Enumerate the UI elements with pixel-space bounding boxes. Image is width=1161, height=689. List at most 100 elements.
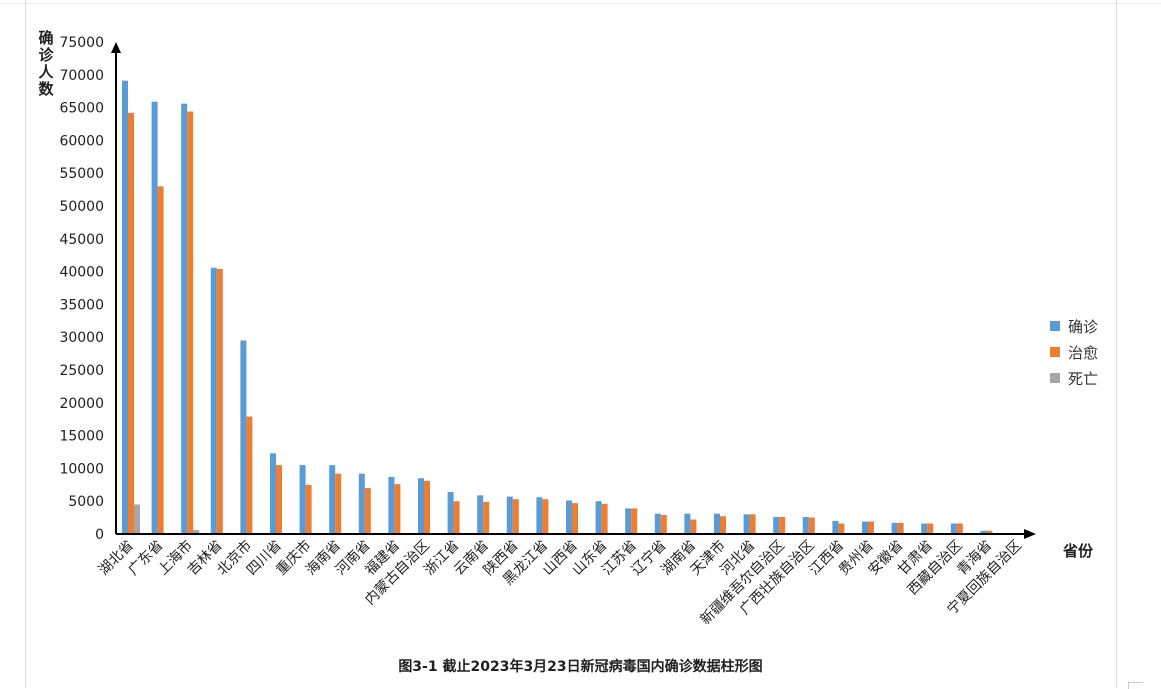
bar-0-26	[891, 522, 898, 534]
bar-1-19	[690, 519, 697, 534]
y-tick-label: 0	[95, 527, 104, 543]
bar-1-21	[749, 514, 756, 534]
legend-item-death: 死亡	[1050, 365, 1098, 391]
x-category-layer: 湖北省广东省上海市吉林省北京市四川省重庆市海南省河南省福建省内蒙古自治区浙江省云…	[96, 537, 1025, 628]
bar-0-19	[684, 513, 691, 534]
bar-1-2	[187, 111, 194, 534]
bar-2-0	[134, 504, 140, 534]
y-tick-label: 5000	[68, 494, 104, 510]
bar-0-10	[418, 478, 424, 534]
bar-0-6	[299, 465, 306, 534]
legend-label-confirmed: 确诊	[1068, 317, 1099, 336]
bar-1-22	[779, 516, 786, 534]
page-corner-mark	[1128, 682, 1143, 689]
bar-0-17	[625, 508, 632, 534]
bar-1-6	[305, 484, 312, 534]
y-tick-label: 15000	[59, 429, 104, 445]
bar-0-18	[654, 513, 661, 534]
y-axis-arrow	[111, 42, 121, 53]
y-tick-label: 75000	[59, 35, 104, 51]
bar-1-14	[542, 499, 549, 534]
bar-0-21	[743, 514, 750, 534]
page-border-left	[25, 0, 26, 688]
bar-0-12	[477, 495, 484, 534]
y-tick-label: 10000	[59, 461, 104, 477]
bar-0-15	[566, 500, 572, 534]
bar-0-8	[358, 473, 365, 534]
y-tick-label: 65000	[59, 101, 104, 117]
bar-0-9	[388, 476, 395, 534]
bar-1-28	[956, 523, 963, 534]
legend-swatch-cured	[1050, 347, 1060, 357]
legend-item-confirmed: 确诊	[1050, 313, 1098, 339]
y-tick-label: 60000	[59, 133, 104, 149]
bar-0-4	[240, 340, 247, 534]
page-border-top	[0, 3, 1161, 4]
bar-1-24	[838, 523, 845, 534]
y-tick-label: 35000	[59, 297, 104, 313]
bar-1-23	[808, 517, 815, 534]
bar-1-13	[512, 499, 519, 534]
bar-0-14	[536, 497, 543, 534]
bar-1-8	[364, 488, 371, 534]
bar-0-25	[862, 521, 868, 534]
bar-1-9	[394, 484, 401, 534]
bar-0-0	[122, 80, 128, 534]
y-tick-label: 30000	[59, 330, 104, 346]
y-tick-label: 40000	[59, 265, 104, 281]
bar-0-28	[950, 523, 957, 534]
bar-1-3	[216, 268, 223, 534]
bar-1-5	[276, 465, 282, 534]
bar-1-15	[572, 503, 578, 534]
bar-1-18	[660, 514, 667, 534]
bar-layer	[122, 80, 1022, 535]
bar-0-7	[329, 465, 336, 534]
bar-1-29	[986, 530, 993, 534]
bar-1-25	[868, 521, 874, 534]
bar-0-29	[980, 530, 987, 534]
bar-0-27	[921, 523, 928, 534]
bar-1-0	[128, 112, 134, 535]
bar-0-1	[151, 101, 158, 535]
y-tick-layer: 0 5000 10000 15000 20000 25000 30000 35000 40000…	[59, 35, 104, 543]
bar-0-24	[832, 520, 839, 534]
bar-0-5	[270, 453, 276, 534]
legend-label-death: 死亡	[1068, 369, 1099, 388]
legend-label-cured: 治愈	[1068, 343, 1099, 362]
legend: 确诊 治愈 死亡	[1050, 313, 1098, 391]
legend-swatch-death	[1050, 373, 1060, 383]
y-tick-label: 70000	[59, 68, 104, 84]
bar-0-2	[181, 103, 188, 534]
bar-0-20	[714, 513, 720, 534]
y-axis-title: 确诊人数	[38, 29, 54, 98]
figure-caption: 图3-1 截止2023年3月23日新冠病毒国内确诊数据柱形图	[398, 659, 763, 675]
y-tick-label: 25000	[59, 363, 104, 379]
y-tick-label: 55000	[59, 166, 104, 182]
legend-swatch-confirmed	[1050, 321, 1060, 331]
bar-0-16	[595, 501, 602, 534]
bar-1-20	[720, 516, 726, 534]
bar-1-10	[424, 480, 430, 534]
bar-1-27	[927, 523, 934, 534]
y-tick-label: 50000	[59, 199, 104, 215]
bar-1-11	[453, 501, 460, 534]
bar-0-13	[506, 496, 513, 534]
bar-1-1	[157, 186, 164, 534]
bar-1-7	[335, 473, 342, 534]
bar-1-4	[246, 416, 253, 534]
x-axis-arrow	[1024, 529, 1036, 539]
bar-0-3	[210, 267, 217, 534]
bar-0-11	[447, 492, 454, 534]
y-tick-label: 20000	[59, 396, 104, 412]
x-axis-title: 省份	[1063, 542, 1094, 560]
legend-item-cured: 治愈	[1050, 339, 1098, 365]
bar-1-26	[897, 522, 904, 534]
bar-1-12	[483, 501, 490, 534]
bar-1-17	[631, 508, 638, 534]
y-tick-label: 45000	[59, 232, 104, 248]
bar-1-16	[601, 503, 608, 534]
bar-0-22	[773, 516, 780, 534]
bar-2-2	[193, 530, 200, 534]
page-border-right	[1116, 0, 1117, 688]
